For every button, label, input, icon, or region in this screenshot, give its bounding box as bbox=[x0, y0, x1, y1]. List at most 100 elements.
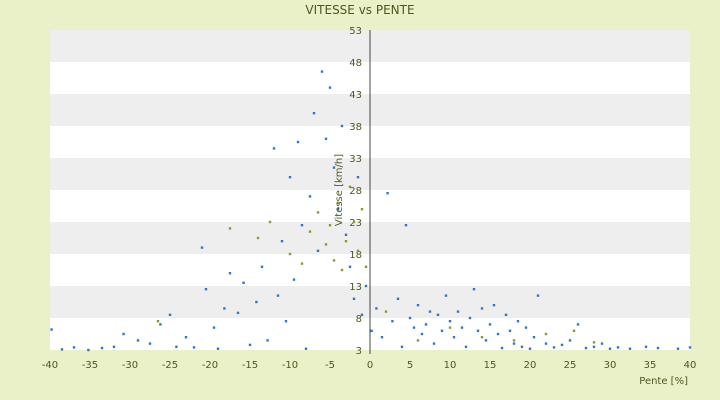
x-tick-label: -20 bbox=[202, 360, 218, 371]
chart-title: VITESSE vs PENTE bbox=[305, 3, 414, 17]
y-tick-label: 3 bbox=[356, 346, 362, 357]
data-point bbox=[148, 342, 152, 345]
data-point bbox=[496, 332, 500, 336]
data-point bbox=[428, 310, 432, 313]
data-point bbox=[688, 346, 692, 349]
data-point bbox=[268, 220, 272, 224]
data-point bbox=[204, 288, 208, 291]
x-tick-label: 10 bbox=[444, 360, 457, 371]
data-point bbox=[308, 195, 312, 198]
data-point bbox=[200, 246, 204, 249]
data-point bbox=[656, 346, 660, 350]
data-point bbox=[472, 288, 476, 291]
data-point bbox=[336, 208, 340, 211]
data-point bbox=[242, 281, 245, 284]
data-point bbox=[600, 342, 604, 345]
data-point bbox=[552, 346, 556, 349]
data-point bbox=[300, 262, 304, 265]
data-point bbox=[87, 348, 90, 352]
data-point bbox=[516, 320, 520, 323]
data-point bbox=[460, 326, 464, 329]
data-point bbox=[370, 329, 373, 332]
data-point bbox=[122, 332, 125, 336]
data-point bbox=[228, 227, 232, 230]
data-point bbox=[492, 304, 496, 307]
data-point bbox=[300, 224, 304, 227]
data-point bbox=[468, 316, 472, 320]
data-point bbox=[448, 326, 452, 329]
data-point bbox=[391, 320, 394, 323]
data-point bbox=[676, 347, 680, 350]
data-point bbox=[260, 265, 264, 268]
data-point bbox=[544, 332, 548, 336]
data-point bbox=[136, 339, 140, 342]
data-point bbox=[576, 323, 580, 326]
data-point bbox=[444, 294, 448, 297]
data-point bbox=[156, 320, 160, 323]
x-tick-label: -30 bbox=[122, 360, 138, 371]
data-point bbox=[420, 332, 424, 336]
data-point bbox=[572, 329, 576, 332]
data-point bbox=[328, 224, 332, 227]
x-tick-label: 30 bbox=[604, 360, 617, 371]
data-point bbox=[272, 147, 276, 150]
data-point bbox=[216, 347, 220, 350]
data-point bbox=[292, 278, 296, 281]
data-point bbox=[332, 259, 336, 262]
y-tick-label: 48 bbox=[349, 58, 362, 69]
data-point bbox=[192, 346, 196, 349]
data-point bbox=[360, 313, 364, 316]
data-point bbox=[236, 311, 240, 315]
data-point bbox=[528, 347, 532, 350]
data-point bbox=[396, 297, 400, 300]
y-tick-label: 43 bbox=[349, 90, 362, 101]
x-tick-label: -15 bbox=[242, 360, 258, 371]
data-point bbox=[255, 300, 258, 304]
data-point bbox=[228, 272, 232, 275]
x-tick-label: 0 bbox=[367, 360, 373, 371]
data-point bbox=[332, 166, 336, 169]
data-point bbox=[536, 294, 540, 297]
data-point bbox=[100, 346, 104, 350]
y-tick-label: 23 bbox=[349, 218, 362, 229]
x-tick-label: 15 bbox=[484, 360, 497, 371]
data-point bbox=[608, 347, 612, 350]
data-point bbox=[248, 343, 252, 347]
data-point bbox=[480, 307, 484, 310]
data-point bbox=[288, 252, 292, 256]
x-tick-labels: -40 -35 -30 -25 -20 -15 -10 -5 0 5 10 15 20 25 30 35 40 bbox=[42, 360, 697, 371]
data-point bbox=[280, 240, 284, 243]
data-points bbox=[50, 70, 692, 352]
data-point bbox=[308, 230, 312, 233]
data-point bbox=[352, 297, 356, 300]
data-point bbox=[484, 339, 488, 342]
x-tick-label: -35 bbox=[82, 360, 98, 371]
data-point bbox=[504, 313, 508, 316]
data-point bbox=[408, 316, 412, 320]
x-tick-label: -5 bbox=[325, 360, 335, 371]
data-point bbox=[60, 348, 64, 351]
y-tick-label: 38 bbox=[349, 122, 362, 133]
data-point bbox=[500, 346, 504, 350]
data-point bbox=[364, 265, 368, 268]
data-point bbox=[324, 243, 328, 246]
x-tick-label: 20 bbox=[524, 360, 537, 371]
data-point bbox=[520, 345, 524, 348]
data-point bbox=[340, 124, 344, 128]
y-tick-label: 53 bbox=[349, 26, 362, 37]
data-point bbox=[316, 249, 320, 252]
data-point bbox=[288, 176, 292, 179]
data-point bbox=[476, 329, 480, 332]
data-point bbox=[312, 112, 316, 115]
data-point bbox=[348, 185, 352, 188]
x-tick-label: 25 bbox=[564, 360, 577, 371]
data-point bbox=[336, 201, 340, 204]
data-point bbox=[544, 342, 548, 345]
data-point bbox=[328, 86, 332, 89]
data-point bbox=[360, 208, 364, 211]
data-point bbox=[616, 346, 620, 349]
data-point bbox=[112, 345, 116, 348]
data-point bbox=[296, 140, 300, 144]
data-point bbox=[50, 328, 53, 331]
